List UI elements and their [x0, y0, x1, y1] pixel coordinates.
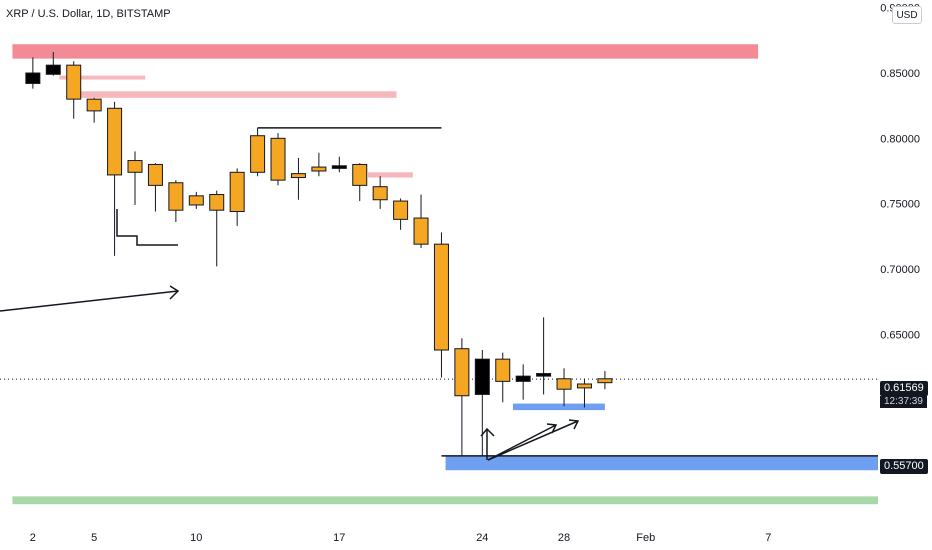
supply-zone: [367, 172, 413, 178]
candle-body[interactable]: [393, 200, 409, 220]
candle-body[interactable]: [270, 137, 286, 181]
time-tick-label: 5: [91, 532, 97, 544]
demand-zone: [445, 455, 878, 471]
time-tick-label: 10: [190, 532, 202, 544]
price-tick-label: 0.80000: [880, 133, 920, 145]
candle-body[interactable]: [576, 383, 592, 389]
rebound-arrow-2-head: [568, 419, 580, 430]
candle-body[interactable]: [229, 171, 245, 213]
candle-body[interactable]: [107, 107, 123, 176]
demand-zone: [512, 403, 605, 411]
rebound-arrow-1: [487, 424, 557, 461]
supply-zone: [12, 44, 759, 59]
price-tick-label: 0.75000: [880, 199, 920, 211]
price-tick-label: 0.65000: [880, 329, 920, 341]
candle-body[interactable]: [250, 135, 266, 173]
currency-button[interactable]: USD: [892, 6, 922, 24]
candle-body[interactable]: [331, 165, 347, 169]
price-tick-label: 0.85000: [880, 68, 920, 80]
support-zone: [12, 496, 879, 505]
countdown-timer: 12:37:39: [880, 396, 927, 408]
time-tick-label: 28: [558, 532, 570, 544]
candle-body[interactable]: [45, 64, 61, 75]
candle-body[interactable]: [127, 160, 143, 173]
candle-body[interactable]: [188, 195, 204, 206]
trend-arrow-head: [169, 285, 180, 300]
candle-body[interactable]: [209, 194, 225, 211]
candle-body[interactable]: [556, 378, 572, 390]
candle-body[interactable]: [433, 243, 449, 351]
candle-body[interactable]: [147, 163, 163, 186]
symbol-title: XRP / U.S. Dollar, 1D, BITSTAMP: [6, 8, 171, 20]
price-tick-label: 0.70000: [880, 264, 920, 276]
candle-body[interactable]: [536, 373, 552, 377]
level-price-label: 0.55700: [880, 459, 928, 474]
candle-body[interactable]: [290, 173, 306, 179]
supply-zone: [59, 75, 146, 80]
time-tick-label: 7: [765, 532, 771, 544]
candle-body[interactable]: [311, 166, 327, 172]
time-tick-label: 24: [476, 532, 488, 544]
up-arrow-head: [480, 427, 495, 437]
candle-body[interactable]: [454, 348, 470, 397]
candle-body[interactable]: [86, 98, 102, 112]
candle-body[interactable]: [474, 358, 490, 395]
candle-body[interactable]: [168, 182, 184, 211]
rebound-arrow-1-head: [546, 423, 558, 434]
supply-zone: [77, 91, 397, 98]
candle-body[interactable]: [413, 217, 429, 245]
time-tick-label: Feb: [636, 532, 655, 544]
time-tick-label: 17: [333, 532, 345, 544]
candle-body[interactable]: [372, 186, 388, 201]
candle-body[interactable]: [25, 72, 41, 84]
candle-body[interactable]: [495, 358, 511, 382]
last-price-label: 0.61569: [880, 381, 928, 396]
candle-body[interactable]: [352, 163, 368, 186]
candle-body[interactable]: [66, 64, 82, 100]
rebound-arrow-2: [487, 420, 579, 461]
time-tick-label: 2: [30, 532, 36, 544]
trend-arrow: [0, 290, 179, 312]
candle-body[interactable]: [597, 378, 613, 384]
bracket-line: [116, 209, 178, 246]
candle-body[interactable]: [515, 375, 531, 382]
